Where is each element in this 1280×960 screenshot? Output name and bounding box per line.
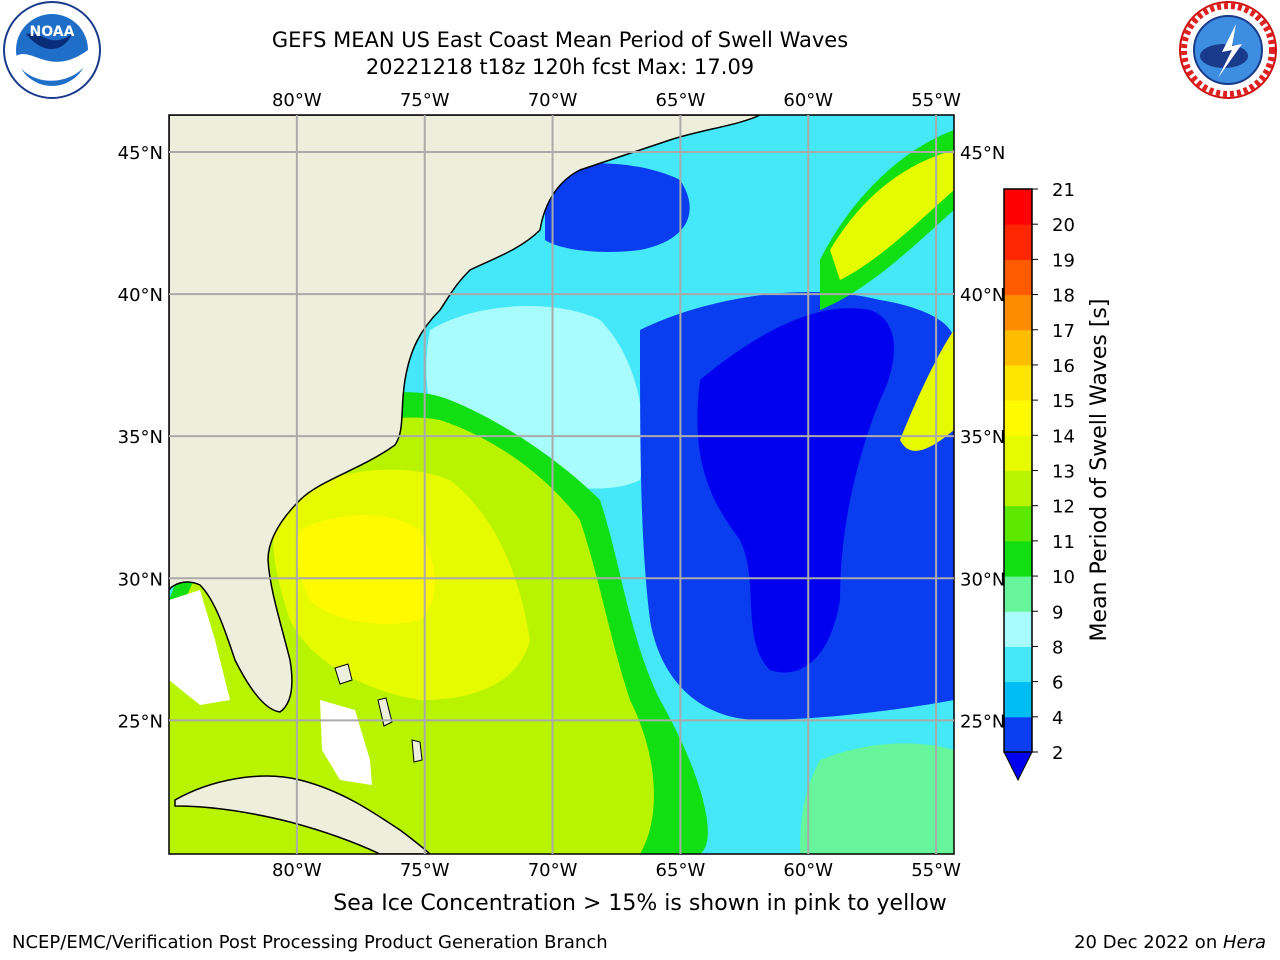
colorbar-swatch — [1004, 716, 1032, 753]
colorbar-swatch — [1004, 364, 1032, 401]
colorbar-swatch — [1004, 505, 1032, 542]
colorbar-tick-label: 13 — [1052, 462, 1075, 483]
land-bahamas — [334, 663, 423, 763]
footer-branch: NCEP/EMC/Verification Post Processing Pr… — [12, 932, 608, 953]
land-us-coast — [169, 115, 761, 713]
ice-sea-patch — [169, 590, 372, 785]
lat-label-right: 35°N — [960, 427, 1005, 448]
colorbar-tick-label: 4 — [1052, 708, 1063, 729]
colorbar-tick-label: 8 — [1052, 637, 1063, 658]
lon-label-top: 55°W — [911, 90, 961, 111]
field-blue-northeast — [545, 163, 690, 252]
colorbar-swatch — [1004, 294, 1032, 331]
colorbar-tick-label: 15 — [1052, 391, 1075, 412]
colorbar-tick-label: 19 — [1052, 250, 1075, 271]
map-title: GEFS MEAN US East Coast Mean Period of S… — [271, 28, 849, 52]
field-yellow-southeast — [900, 330, 954, 451]
lon-label-bottom: 65°W — [656, 860, 706, 881]
colorbar-swatch — [1004, 435, 1032, 471]
map-subtitle: 20221218 t18z 120h fcst Max: 17.09 — [365, 55, 755, 79]
colorbar-tick-label: 20 — [1052, 215, 1075, 236]
lat-label-right: 30°N — [960, 569, 1005, 590]
colorbar-tick-label: 6 — [1052, 673, 1063, 694]
sea-ice-note: Sea Ice Concentration > 15% is shown in … — [333, 891, 947, 916]
svg-text:NOAA: NOAA — [30, 24, 75, 40]
lon-label-bottom: 55°W — [911, 860, 961, 881]
footer-date-text: 20 Dec 2022 on — [1074, 932, 1223, 953]
colorbar-swatch — [1004, 576, 1032, 612]
graticule — [169, 115, 954, 854]
colorbar-tick-label: 2 — [1052, 743, 1063, 764]
colorbar-swatch — [1004, 470, 1032, 507]
colorbar-swatch — [1004, 611, 1032, 647]
footer-date: 20 Dec 2022 on Hera — [1074, 932, 1266, 953]
colorbar-tick-label: 17 — [1052, 321, 1075, 342]
colorbar-tick-label: 18 — [1052, 286, 1075, 307]
field-gold — [297, 515, 435, 624]
lat-label-left: 25°N — [118, 711, 163, 732]
field-yellow-ridge — [830, 150, 954, 280]
colorbar-swatch — [1004, 540, 1032, 577]
field-deep-blue — [697, 308, 894, 673]
lat-label-right: 40°N — [960, 285, 1005, 306]
lon-label-top: 80°W — [272, 90, 322, 111]
lat-label-left: 35°N — [118, 427, 163, 448]
lon-label-bottom: 60°W — [783, 860, 833, 881]
map-frame — [168, 114, 955, 855]
colorbar-tick-label: 21 — [1052, 180, 1075, 201]
colorbar-swatch — [1004, 224, 1032, 260]
lat-label-left: 40°N — [118, 285, 163, 306]
colorbar-tick-label: 10 — [1052, 567, 1075, 588]
colorbar-tick-label: 9 — [1052, 602, 1063, 623]
lat-label-left: 30°N — [118, 569, 163, 590]
colorbar-swatch — [1004, 329, 1032, 366]
colorbar-swatch — [1004, 681, 1032, 718]
colorbar-under-arrow — [1003, 751, 1033, 782]
land-cuba — [174, 775, 432, 854]
lat-label-right: 25°N — [960, 711, 1005, 732]
colorbar-tick-label: 12 — [1052, 497, 1075, 518]
colorbar-swatch — [1004, 646, 1032, 683]
noaa-logo-icon: NOAA — [3, 1, 101, 99]
lon-label-bottom: 70°W — [528, 860, 578, 881]
colorbar-tick-label: 11 — [1052, 532, 1075, 553]
colorbar-swatch — [1004, 189, 1032, 225]
nws-logo-icon — [1179, 1, 1277, 99]
lat-label-right: 45°N — [960, 143, 1005, 164]
field-green-southeast — [800, 743, 954, 854]
colorbar: 2 4 6 8 9 10 11 12 13 14 15 16 17 18 19 20 21 — [1003, 180, 1075, 782]
colorbar-swatch — [1004, 400, 1032, 436]
colorbar-tick-label: 14 — [1052, 426, 1075, 447]
lat-label-left: 45°N — [118, 143, 163, 164]
lon-label-top: 60°W — [783, 90, 833, 111]
lon-label-bottom: 80°W — [272, 860, 322, 881]
lon-label-top: 65°W — [656, 90, 706, 111]
footer-host: Hera — [1222, 932, 1266, 953]
colorbar-label: Mean Period of Swell Waves [s] — [1087, 299, 1112, 642]
lon-label-bottom: 75°W — [400, 860, 450, 881]
colorbar-tick-label: 16 — [1052, 356, 1075, 377]
lon-label-top: 70°W — [528, 90, 578, 111]
lon-label-top: 75°W — [400, 90, 450, 111]
graticule-labels: 80°W 80°W 75°W 75°W 70°W 70°W 65°W 65°W 60°W 60°W… — [118, 90, 1006, 881]
colorbar-swatch — [1004, 259, 1032, 296]
